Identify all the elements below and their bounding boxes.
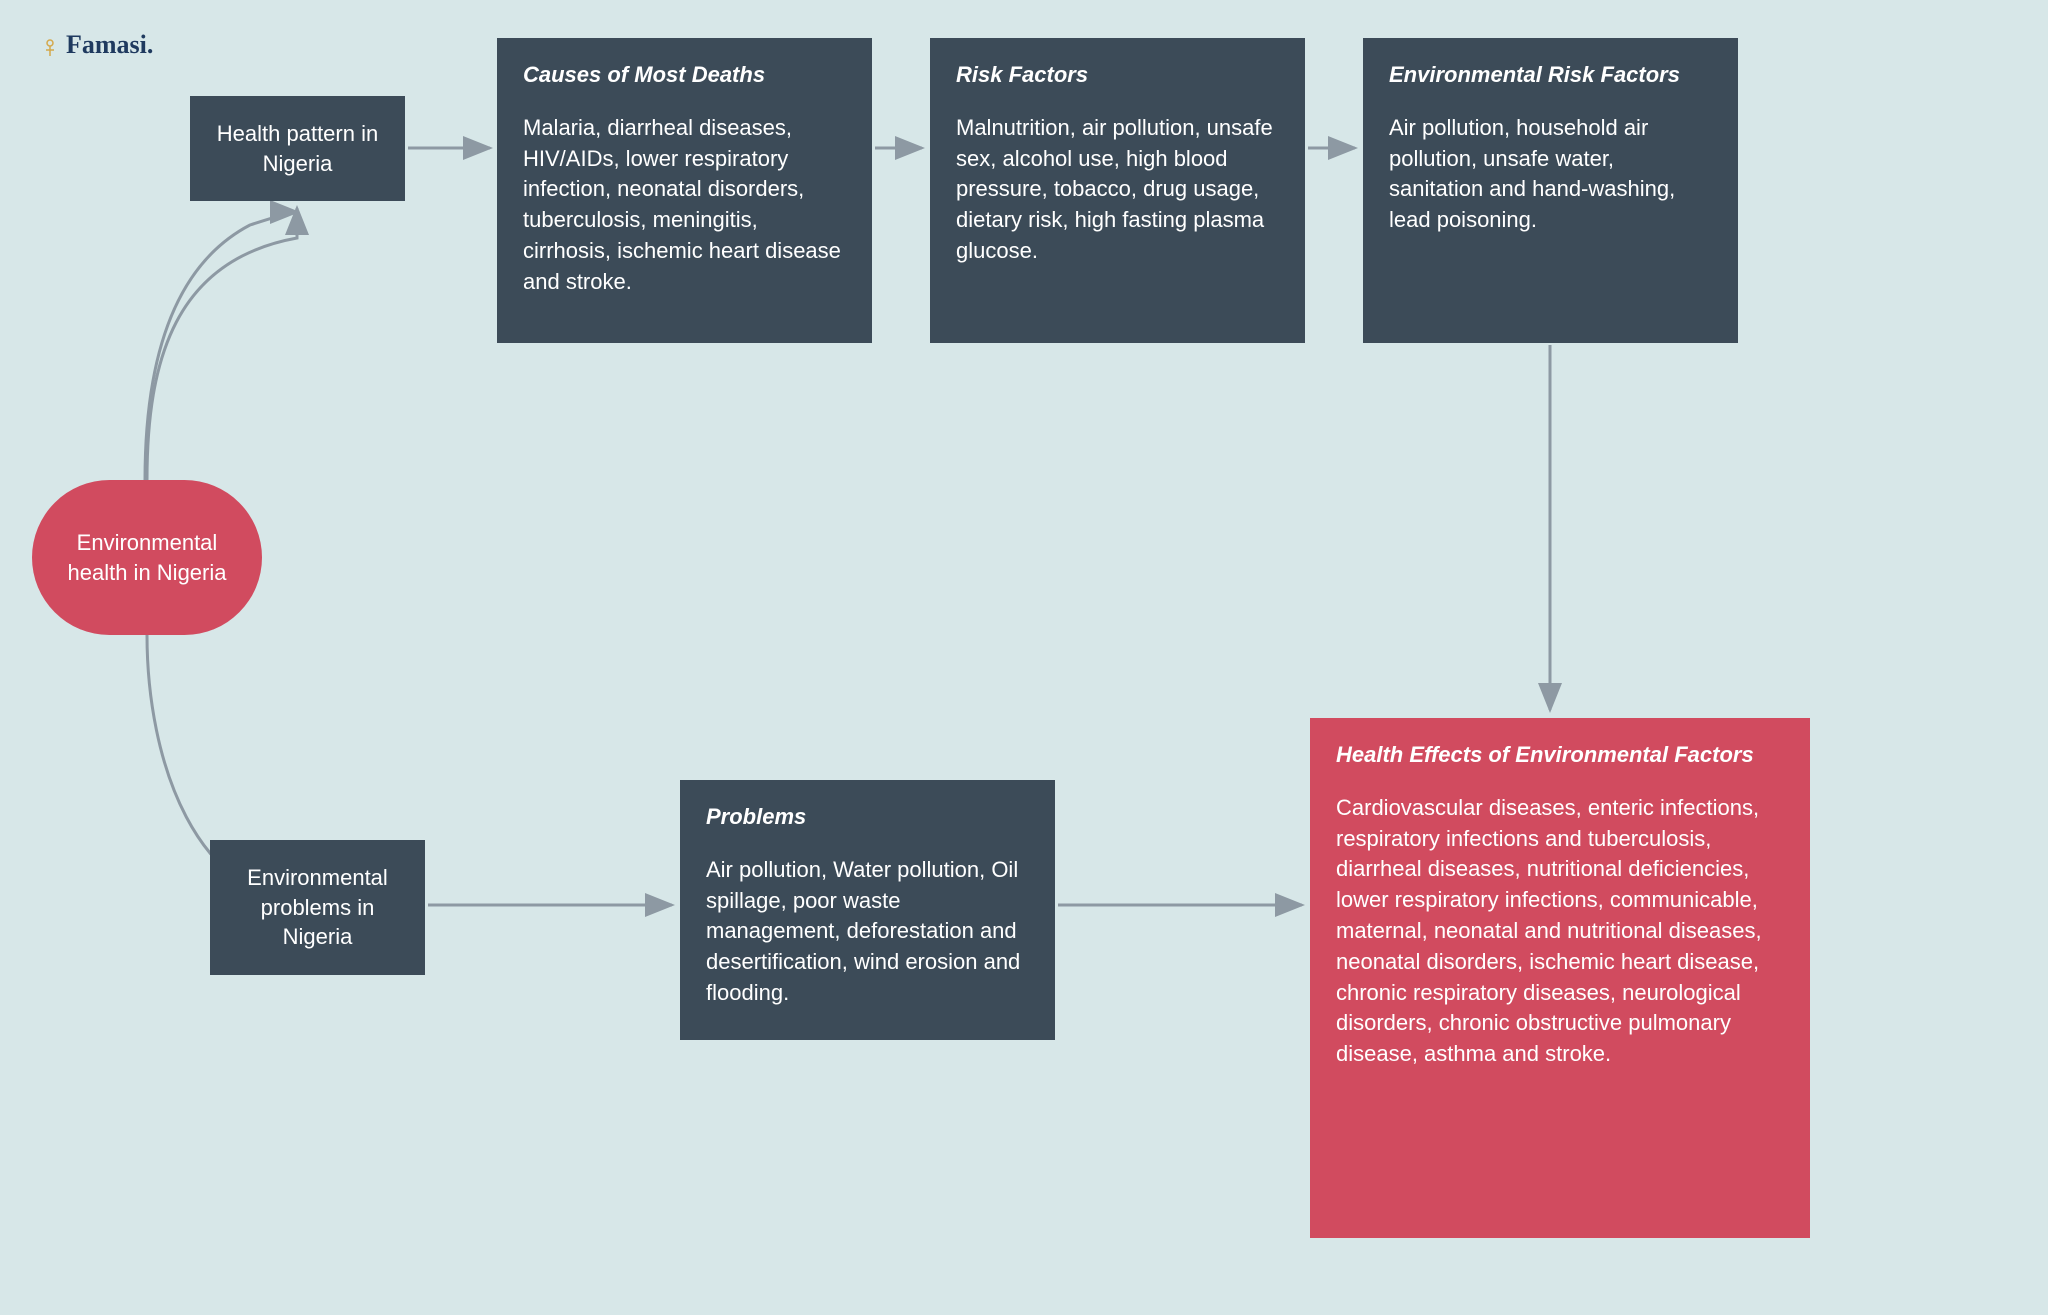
edge-1 (147, 208, 297, 480)
node-causes: Causes of Most Deaths Malaria, diarrheal… (497, 38, 872, 343)
node-health-pattern-label: Health pattern in Nigeria (216, 119, 379, 178)
node-risk-factors-body: Malnutrition, air pollution, unsafe sex,… (956, 113, 1279, 267)
node-health-effects: Health Effects of Environmental Factors … (1310, 718, 1810, 1238)
node-risk-factors-title: Risk Factors (956, 60, 1279, 91)
node-env-risk-factors-title: Environmental Risk Factors (1389, 60, 1712, 91)
logo-icon (40, 35, 60, 55)
node-env-problems: Environmental problems in Nigeria (210, 840, 425, 975)
node-health-effects-body: Cardiovascular diseases, enteric infecti… (1336, 793, 1784, 1070)
edge-root-health-pattern (145, 212, 297, 480)
node-causes-title: Causes of Most Deaths (523, 60, 846, 91)
node-env-risk-factors: Environmental Risk Factors Air pollution… (1363, 38, 1738, 343)
node-problems-body: Air pollution, Water pollution, Oil spil… (706, 855, 1029, 1009)
node-risk-factors: Risk Factors Malnutrition, air pollution… (930, 38, 1305, 343)
logo-text: Famasi. (66, 30, 153, 60)
node-causes-body: Malaria, diarrheal diseases, HIV/AIDs, l… (523, 113, 846, 298)
node-root-label: Environmental health in Nigeria (58, 528, 236, 587)
node-env-problems-label: Environmental problems in Nigeria (236, 863, 399, 952)
node-problems: Problems Air pollution, Water pollution,… (680, 780, 1055, 1040)
node-health-effects-title: Health Effects of Environmental Factors (1336, 740, 1784, 771)
node-problems-title: Problems (706, 802, 1029, 833)
logo: Famasi. (40, 30, 153, 60)
node-env-risk-factors-body: Air pollution, household air pollution, … (1389, 113, 1712, 236)
node-health-pattern: Health pattern in Nigeria (190, 96, 405, 201)
node-root: Environmental health in Nigeria (32, 480, 262, 635)
